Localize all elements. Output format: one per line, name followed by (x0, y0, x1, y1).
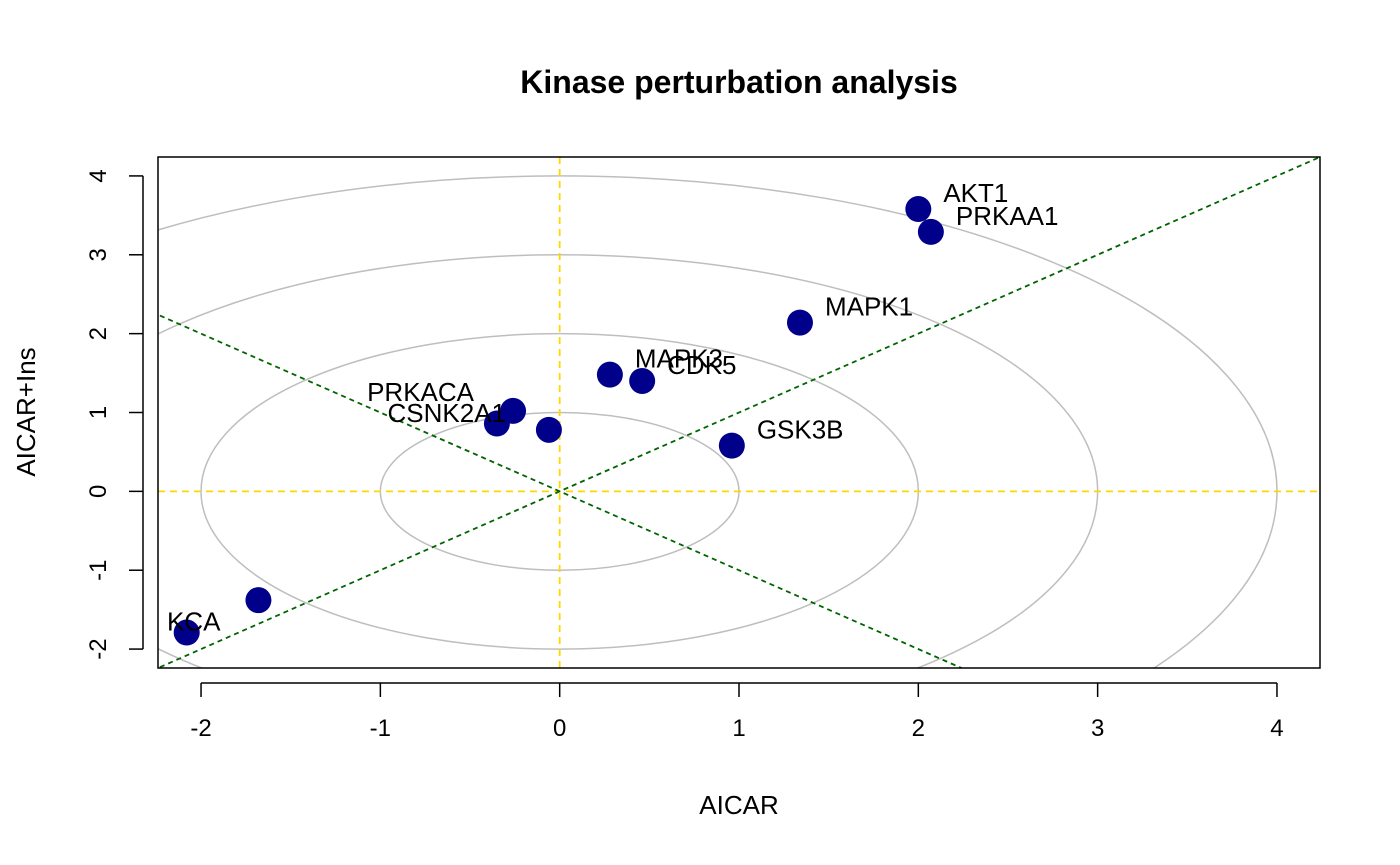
point-label: MAPK1 (825, 292, 913, 322)
point-label: AKT1 (943, 178, 1008, 208)
x-tick-label: 2 (912, 715, 925, 742)
data-point (786, 309, 813, 336)
point-label: CSNK2A1 (388, 398, 507, 428)
y-tick-label: 4 (85, 169, 112, 182)
y-tick-label: -2 (85, 638, 112, 659)
y-tick-label: -1 (85, 560, 112, 581)
x-tick-label: 3 (1091, 715, 1104, 742)
data-point (917, 218, 944, 245)
diagonal-line (158, 157, 1320, 668)
point-label: CDK5 (667, 350, 736, 380)
point-label: MAPK3 (635, 344, 723, 374)
data-point (718, 432, 745, 459)
chart-title: Kinase perturbation analysis (520, 64, 957, 100)
point-label: GSK3B (757, 415, 844, 445)
data-points (173, 196, 944, 646)
data-point (535, 416, 562, 443)
plot-frame (157, 156, 1321, 669)
point-label: PRKACA (367, 377, 475, 407)
point-label: KCA (167, 607, 221, 637)
zero-lines (158, 157, 1320, 668)
diagonal-lines (158, 157, 1320, 668)
data-point (173, 619, 200, 646)
plot-area (158, 157, 1320, 668)
data-point (629, 367, 656, 394)
diagonal-line (158, 313, 964, 668)
x-axis: -2 -1 0 1 2 3 4 (190, 682, 1284, 742)
data-point (483, 410, 510, 437)
y-tick-label: 1 (85, 406, 112, 419)
x-tick-label: 0 (553, 715, 566, 742)
x-tick-label: 1 (732, 715, 745, 742)
x-tick-label: -1 (370, 715, 391, 742)
data-point (245, 587, 272, 614)
y-tick-label: 0 (85, 485, 112, 498)
point-label: PRKAA1 (956, 201, 1059, 231)
y-tick-label: 3 (85, 248, 112, 261)
x-tick-label: 4 (1270, 715, 1283, 742)
data-point (596, 361, 623, 388)
x-tick-label: -2 (190, 715, 211, 742)
y-axis-label: AICAR+Ins (11, 347, 41, 476)
data-point (905, 196, 932, 223)
y-axis: -2 -1 0 1 2 3 4 (85, 169, 144, 660)
y-tick-label: 2 (85, 327, 112, 340)
x-axis-label: AICAR (699, 790, 778, 820)
